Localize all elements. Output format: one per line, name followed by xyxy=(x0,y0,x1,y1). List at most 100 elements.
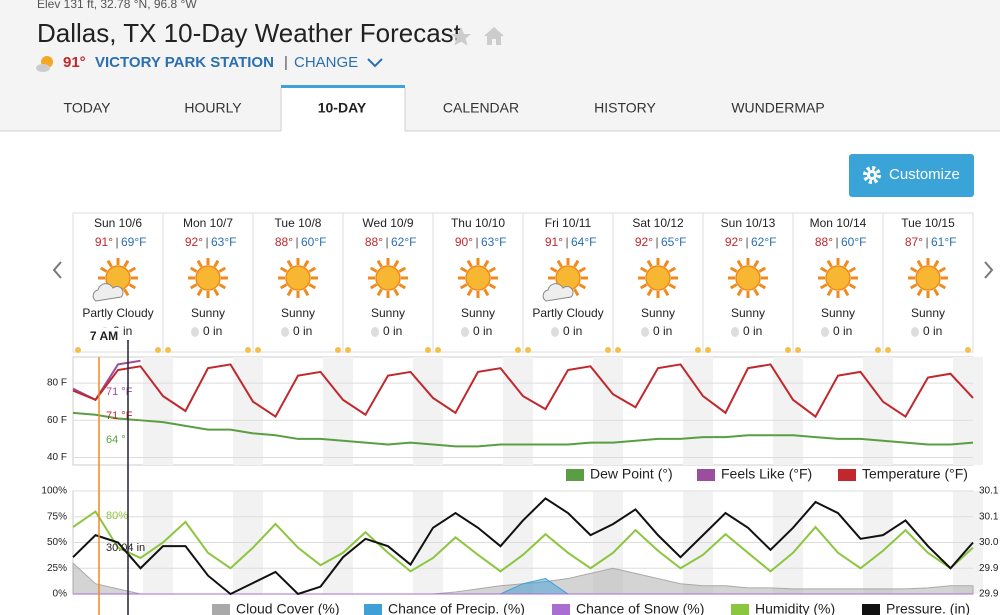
customize-button[interactable] xyxy=(849,154,974,197)
sun-ray xyxy=(393,288,400,297)
sun-ray xyxy=(933,259,940,268)
day-low: 63°F xyxy=(481,235,506,249)
sun-ray xyxy=(466,288,473,297)
night-band xyxy=(323,357,353,465)
day-sep: | xyxy=(295,235,298,249)
sun-ray xyxy=(128,283,137,290)
day-sep: | xyxy=(205,235,208,249)
sun-ray xyxy=(819,283,828,290)
drop-icon xyxy=(371,327,379,337)
tab-active[interactable]: 10-DAY xyxy=(318,100,367,116)
day-condition: Sunny xyxy=(821,306,855,320)
night-band xyxy=(863,357,893,465)
tab[interactable]: HOURLY xyxy=(184,100,242,116)
sun xyxy=(195,265,221,291)
sun-ray xyxy=(189,283,198,290)
cloud xyxy=(92,283,124,302)
sun-dot xyxy=(515,347,521,353)
change-link[interactable]: CHANGE xyxy=(294,54,358,71)
weather-icon xyxy=(458,258,498,298)
day-precip: 0 in xyxy=(293,324,312,338)
sun-dot xyxy=(155,347,161,353)
day-label: Thu 10/10 xyxy=(451,216,505,230)
sun xyxy=(735,265,761,291)
sun-ray xyxy=(729,283,738,290)
weather-icon xyxy=(818,258,858,298)
sun-ray xyxy=(646,288,653,297)
legend-swatch xyxy=(862,604,880,615)
station[interactable]: VICTORY PARK STATION xyxy=(95,54,274,71)
tab[interactable]: TODAY xyxy=(64,100,112,116)
customize-label[interactable]: Customize xyxy=(889,166,960,183)
sun-ray xyxy=(459,283,468,290)
next-arrow[interactable] xyxy=(984,261,994,279)
sun-ray xyxy=(376,288,383,297)
header-bg xyxy=(0,0,1000,131)
legend-label: Chance of Precip. (%) xyxy=(388,601,525,615)
sun-ray xyxy=(819,266,828,273)
sun-ray xyxy=(668,283,677,290)
sun-ray xyxy=(549,266,558,273)
sun-ray xyxy=(736,259,743,268)
day-label: Tue 10/8 xyxy=(275,216,322,230)
sun-ray xyxy=(196,259,203,268)
day-condition: Sunny xyxy=(281,306,315,320)
tab[interactable]: CALENDAR xyxy=(443,100,519,116)
chevron[interactable] xyxy=(367,58,383,68)
tab[interactable]: WUNDERMAP xyxy=(731,100,824,116)
day-precip: 0 in xyxy=(833,324,852,338)
night-band xyxy=(413,357,443,465)
sun-ray xyxy=(308,266,317,273)
day-high: 91° xyxy=(545,235,563,249)
tab[interactable]: HISTORY xyxy=(594,100,656,116)
day-label: Fri 10/11 xyxy=(545,216,592,230)
sun-ray xyxy=(123,288,130,297)
marker-label: 7 AM xyxy=(90,329,118,343)
night-band xyxy=(233,357,263,465)
favorite-star[interactable] xyxy=(451,27,471,46)
night-band xyxy=(503,357,533,465)
day-precip: 0 in xyxy=(383,324,402,338)
day-high: 87° xyxy=(905,235,923,249)
day-low: 61°F xyxy=(931,235,956,249)
marker-label-bg xyxy=(85,328,123,346)
y-tick-label: 25% xyxy=(47,563,67,574)
day-condition: Sunny xyxy=(191,306,225,320)
sun-ray xyxy=(376,259,383,268)
day-precip: 0 in xyxy=(743,324,762,338)
day-low: 60°F xyxy=(841,235,866,249)
prev-arrow[interactable] xyxy=(52,261,62,279)
sun-dot xyxy=(435,347,441,353)
line xyxy=(72,411,974,448)
day-condition: Partly Cloudy xyxy=(82,306,153,320)
day-high: 92° xyxy=(635,235,653,249)
sun-ray xyxy=(753,288,760,297)
gear-icon xyxy=(863,166,881,184)
sun-dot xyxy=(165,347,171,353)
y-tick-label: 40 F xyxy=(47,452,67,463)
drop-icon xyxy=(191,327,199,337)
day-low: 64°F xyxy=(571,235,596,249)
line xyxy=(72,363,974,419)
sun-ray xyxy=(843,288,850,297)
day-high: 88° xyxy=(365,235,383,249)
legend-swatch xyxy=(552,604,570,615)
home-icon[interactable] xyxy=(484,27,504,45)
sun xyxy=(645,265,671,291)
day-low: 60°F xyxy=(301,235,326,249)
charts: 40 F 60 F 80 F Dew Point (°) Feels Like (°F)… xyxy=(41,328,999,615)
day-label: Mon 10/14 xyxy=(810,216,867,230)
sun-dot xyxy=(705,347,711,353)
separator: | xyxy=(284,54,288,71)
day-high: 91° xyxy=(95,235,113,249)
sun-ray xyxy=(398,266,407,273)
legend-swatch xyxy=(697,469,715,481)
day-sep: | xyxy=(475,235,478,249)
sun-ray xyxy=(639,283,648,290)
sun-ray xyxy=(826,288,833,297)
annotation: 64 ° xyxy=(106,434,126,446)
annotation: 71 °F xyxy=(106,386,133,398)
sun-ray xyxy=(286,288,293,297)
